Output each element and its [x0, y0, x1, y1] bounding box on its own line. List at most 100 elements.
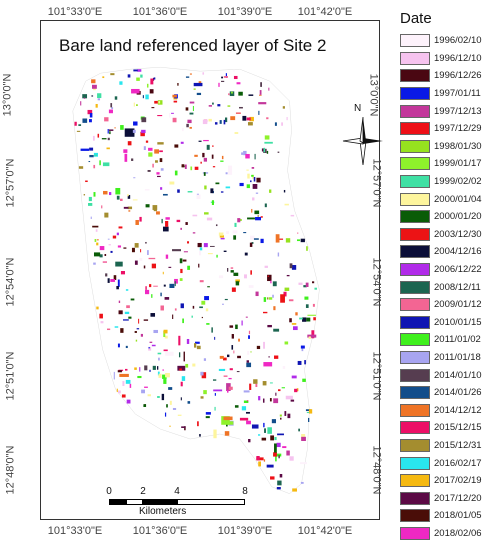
bare-land-patch [152, 365, 156, 370]
bare-land-patch [136, 77, 140, 81]
bare-land-patch [306, 246, 308, 251]
bare-land-patch [258, 110, 260, 115]
bare-land-patch [169, 400, 172, 405]
bare-land-patch [241, 406, 247, 411]
bare-land-patch [92, 135, 95, 141]
scale-tick: 8 [242, 486, 248, 497]
bare-land-patch [139, 257, 143, 261]
bare-land-patch [263, 362, 273, 367]
legend-swatch [400, 350, 430, 364]
bare-land-patch [123, 149, 128, 153]
bare-land-patch [198, 263, 200, 268]
bare-land-patch [78, 124, 82, 126]
legend-label: 2000/01/20 [434, 211, 482, 223]
bare-land-patch [268, 87, 270, 91]
bare-land-patch [270, 476, 275, 480]
bare-land-patch [157, 175, 161, 178]
bare-land-patch [226, 354, 230, 358]
bare-land-patch [187, 241, 190, 244]
bare-land-patch [223, 76, 228, 78]
lon-tick-top: 101°33'0"E [47, 6, 103, 18]
bare-land-patch [196, 194, 201, 200]
lat-tick-left: 12°54'0"N [4, 257, 17, 307]
bare-land-patch [224, 431, 230, 436]
bare-land-patch [90, 216, 92, 220]
legend-swatch [400, 87, 430, 101]
bare-land-patch [161, 218, 163, 224]
bare-land-patch [143, 404, 147, 407]
bare-land-patch [248, 335, 250, 339]
bare-land-patch [228, 377, 232, 380]
bare-land-patch [248, 285, 254, 288]
legend-label: 1998/01/30 [434, 140, 482, 152]
bare-land-patch [181, 164, 185, 168]
bare-land-patch [110, 103, 113, 108]
legend-swatch [400, 245, 430, 259]
bare-land-patch [189, 73, 192, 75]
bare-land-patch [274, 355, 279, 359]
bare-land-patch [306, 412, 310, 414]
bare-land-patch [290, 399, 295, 402]
bare-land-patch [113, 371, 115, 380]
bare-land-patch [177, 83, 179, 86]
bare-land-patch [260, 82, 262, 87]
bare-land-patch [169, 425, 171, 427]
bare-land-patch [172, 117, 177, 123]
legend-swatch [400, 227, 430, 241]
bare-land-patch [144, 365, 148, 371]
legend-label: 1999/01/17 [434, 158, 482, 170]
bare-land-patch [124, 153, 128, 162]
legend-label: 2011/01/18 [434, 351, 481, 363]
bare-land-patch [158, 373, 162, 378]
bare-land-patch [85, 180, 88, 183]
legend-label: 2004/12/16 [434, 246, 482, 258]
bare-land-patch [125, 368, 128, 371]
bare-land-patch [191, 315, 193, 318]
bare-land-patch [127, 74, 131, 78]
bare-land-patch [124, 311, 130, 315]
bare-land-patch [143, 319, 149, 321]
lon-tick-bottom: 101°36'0"E [132, 525, 188, 537]
bare-land-patch [178, 352, 181, 358]
bare-land-patch [230, 116, 236, 121]
bare-land-patch [132, 199, 138, 201]
bare-land-patch [192, 214, 198, 217]
bare-land-patch [151, 107, 155, 109]
bare-land-patch [203, 172, 206, 176]
bare-land-patch [220, 237, 225, 240]
bare-land-patch [198, 140, 202, 142]
bare-land-patch [168, 387, 173, 390]
bare-land-patch [135, 219, 139, 225]
bare-land-patch [177, 414, 182, 416]
bare-land-patch [154, 149, 160, 154]
bare-land-patch [260, 216, 263, 218]
bare-land-patch [173, 100, 178, 103]
bare-land-patch [236, 82, 241, 85]
bare-land-patch [253, 379, 258, 384]
bare-land-patch [213, 389, 223, 392]
bare-land-patch [141, 117, 147, 123]
bare-land-patch [87, 109, 93, 115]
bare-land-patch [105, 273, 108, 277]
bare-land-patch [99, 160, 101, 166]
bare-land-patch [266, 297, 269, 300]
bare-land-patch [136, 328, 140, 330]
legend-swatch [400, 456, 430, 470]
bare-land-patch [180, 141, 184, 144]
bare-land-patch [189, 112, 194, 115]
bare-land-patch [100, 321, 104, 324]
legend-swatch [400, 421, 430, 435]
bare-land-patch [289, 456, 294, 461]
bare-land-patch [264, 135, 270, 140]
bare-land-patch [274, 437, 277, 441]
bare-land-patch [250, 180, 252, 183]
bare-land-patch [131, 247, 135, 253]
bare-land-patch [221, 76, 224, 79]
legend-item: 1996/12/26 [400, 67, 486, 85]
bare-land-patch [82, 94, 88, 99]
bare-land-patch [280, 294, 285, 303]
bare-land-patch [136, 104, 138, 106]
lon-tick-top: 101°42'0"E [297, 6, 353, 18]
bare-land-patch [193, 82, 203, 87]
bare-land-patch [148, 346, 152, 351]
